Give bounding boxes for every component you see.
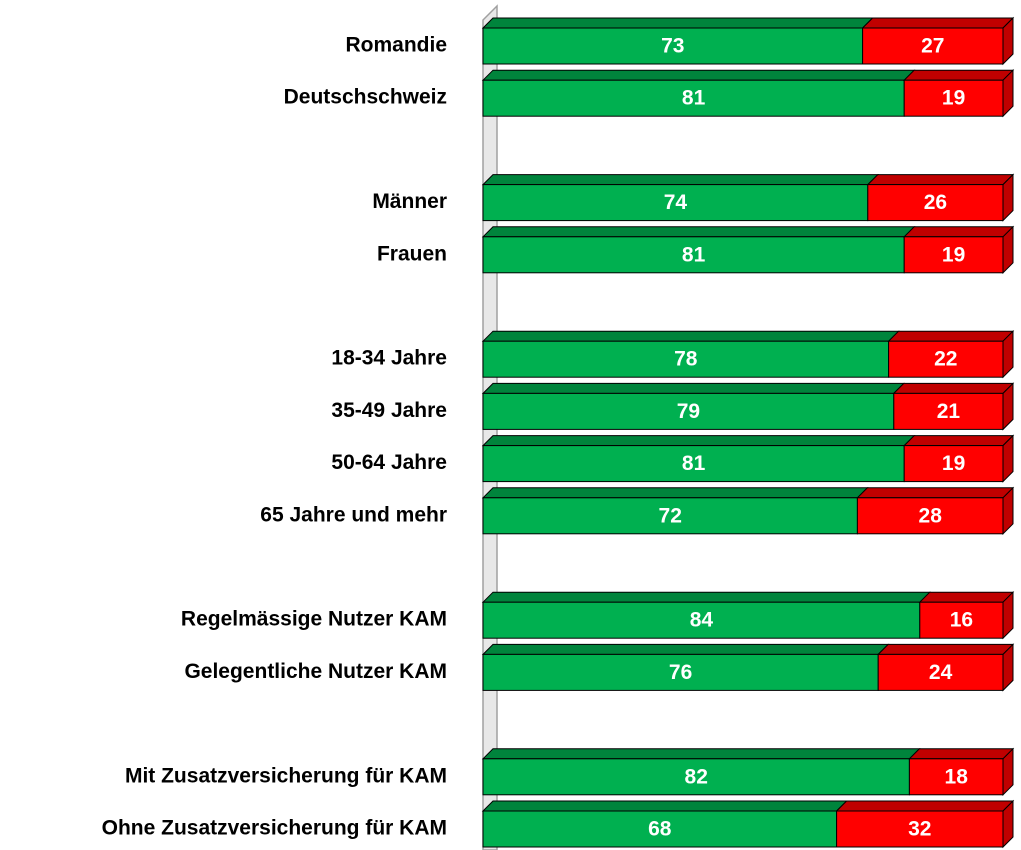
bar	[908, 758, 1004, 796]
bar	[862, 27, 1004, 65]
bar-top	[902, 226, 1015, 238]
data-label: 84	[690, 609, 714, 632]
bar-top	[887, 330, 1015, 342]
bar-top	[481, 487, 869, 499]
data-label: 81	[682, 243, 706, 266]
bar	[856, 497, 1004, 535]
bar	[482, 236, 905, 274]
data-label: 24	[929, 661, 953, 684]
bar-top	[481, 800, 848, 812]
category-label: Männer	[372, 190, 447, 213]
data-label: 81	[682, 452, 706, 475]
bar	[482, 497, 858, 535]
bar-top	[481, 330, 900, 342]
category-label: Deutschschweiz	[284, 86, 447, 109]
bar	[482, 79, 905, 117]
data-label: 19	[942, 452, 965, 475]
bar-top	[481, 748, 921, 760]
category-label: Mit Zusatzversicherung für KAM	[125, 764, 447, 787]
bar-top	[481, 17, 874, 29]
bar-top	[902, 69, 1015, 81]
bar	[893, 392, 1004, 430]
bar-top	[876, 643, 1015, 655]
bar-top	[481, 382, 906, 394]
bar-top	[918, 591, 1015, 603]
category-label: Ohne Zusatzversicherung für KAM	[102, 817, 447, 840]
data-label: 68	[648, 818, 672, 841]
bar-top	[835, 800, 1015, 812]
bar-top	[481, 643, 890, 655]
category-label: 50-64 Jahre	[331, 451, 447, 474]
bar	[482, 184, 869, 222]
bar	[482, 810, 838, 848]
data-label: 19	[942, 87, 965, 110]
bar	[919, 601, 1004, 639]
data-label: 79	[677, 400, 700, 423]
data-label: 72	[659, 504, 682, 527]
data-label: 21	[937, 400, 961, 423]
data-label: 74	[664, 191, 688, 214]
bar-top	[861, 17, 1015, 29]
category-label: Romandie	[345, 34, 447, 57]
bar-top	[908, 748, 1015, 760]
bar	[867, 184, 1004, 222]
bar	[903, 79, 1004, 117]
bar	[482, 445, 905, 483]
bar-top	[481, 591, 932, 603]
category-label: Regelmässige Nutzer KAM	[181, 608, 447, 631]
data-label: 22	[934, 348, 957, 371]
bar-top	[481, 435, 916, 447]
data-label: 18	[945, 765, 969, 788]
bar	[482, 340, 890, 378]
bar-top	[856, 487, 1015, 499]
bar-top	[481, 174, 880, 186]
data-label: 81	[682, 87, 706, 110]
data-label: 78	[674, 348, 698, 371]
bar-top	[892, 382, 1015, 394]
bar-top	[481, 69, 916, 81]
bar-top	[481, 226, 916, 238]
category-label: 35-49 Jahre	[331, 399, 447, 422]
category-label: 18-34 Jahre	[331, 347, 447, 370]
bar	[482, 392, 895, 430]
bar-top	[866, 174, 1015, 186]
data-label: 27	[921, 35, 944, 58]
data-label: 32	[908, 818, 931, 841]
category-label: Frauen	[377, 242, 447, 265]
data-label: 73	[661, 35, 684, 58]
data-label: 82	[685, 765, 708, 788]
bar	[482, 653, 879, 691]
bar	[877, 653, 1004, 691]
category-label: Gelegentliche Nutzer KAM	[184, 660, 447, 683]
bar-top	[902, 435, 1015, 447]
bar	[903, 445, 1004, 483]
bar	[903, 236, 1004, 274]
bar	[482, 27, 864, 65]
data-label: 26	[924, 191, 947, 214]
data-label: 19	[942, 243, 965, 266]
bar	[836, 810, 1004, 848]
bar	[482, 601, 921, 639]
data-label: 16	[950, 609, 973, 632]
data-label: 76	[669, 661, 692, 684]
data-label: 28	[919, 504, 943, 527]
bar	[888, 340, 1004, 378]
category-label: 65 Jahre und mehr	[260, 503, 447, 526]
